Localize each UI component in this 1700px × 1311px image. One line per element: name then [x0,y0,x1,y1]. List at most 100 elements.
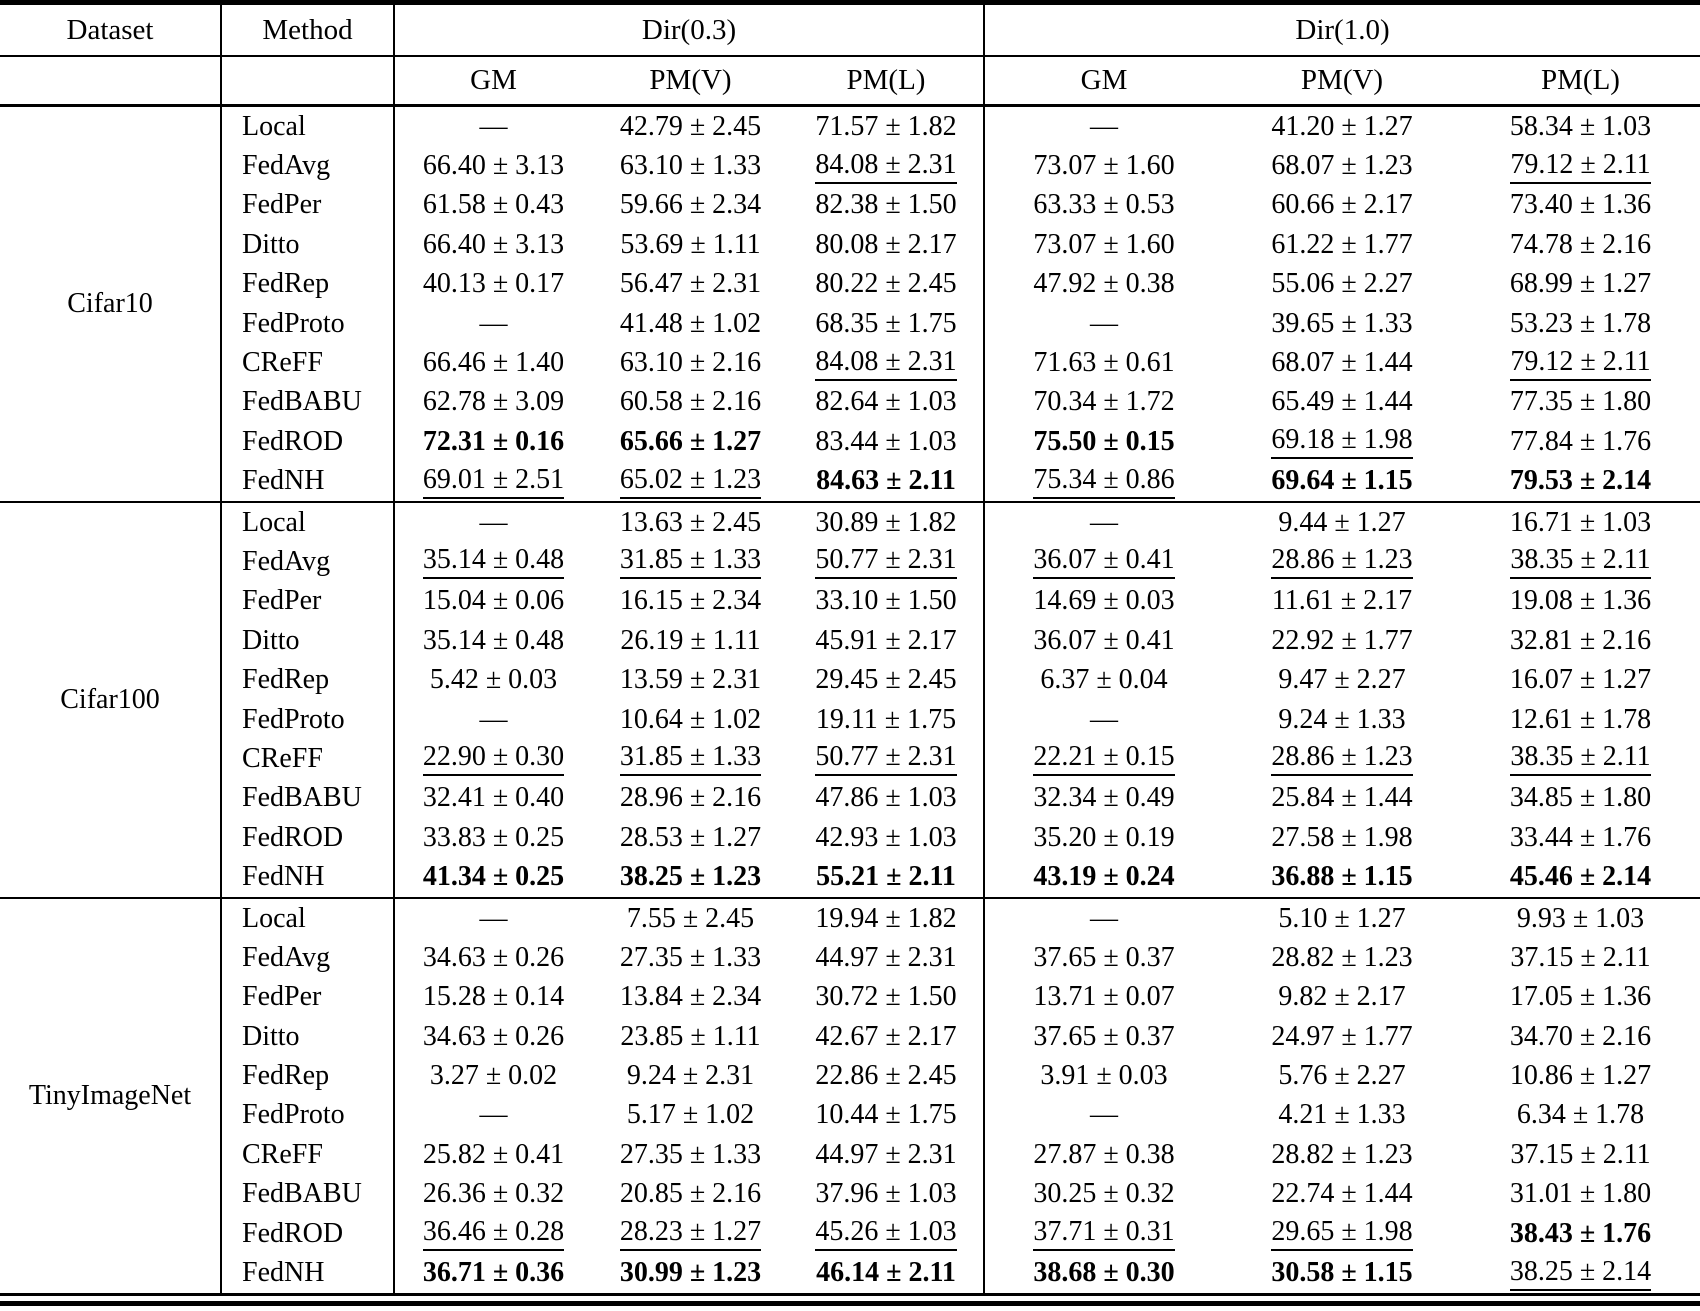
metric-value: 73.40 ± 1.36 [1509,189,1652,221]
metric-value: 25.84 ± 1.44 [1271,782,1413,814]
value-cell: 74.78 ± 2.16 [1461,225,1700,264]
metric-value: 42.79 ± 2.45 [619,110,762,142]
metric-value: 6.37 ± 0.04 [1040,664,1168,696]
metric-value: 13.84 ± 2.34 [619,981,762,1013]
metric-value: 34.70 ± 2.16 [1509,1020,1652,1052]
metric-value: — [1090,703,1118,735]
value-cell: 16.15 ± 2.34 [592,582,789,621]
metric-value: 28.53 ± 1.27 [619,821,762,853]
value-cell: 45.91 ± 2.17 [789,621,985,661]
value-cell: — [985,304,1223,343]
value-cell: 34.63 ± 0.26 [395,938,592,977]
value-cell: 47.86 ± 1.03 [789,778,985,819]
method-label: FedRep [222,264,395,304]
metric-value: 32.41 ± 0.40 [422,782,565,814]
value-cell: 12.61 ± 1.78 [1461,700,1700,739]
value-cell: 4.21 ± 1.33 [1223,1096,1461,1135]
value-cell: 13.63 ± 2.45 [592,503,789,542]
value-cell: 61.22 ± 1.77 [1223,225,1461,264]
value-cell: 38.68 ± 0.30 [985,1253,1223,1292]
metric-value: — [479,703,508,735]
metric-value: — [1090,506,1118,538]
value-cell: 37.65 ± 0.37 [985,1017,1223,1056]
metric-value: 68.07 ± 1.23 [1271,150,1413,182]
col-header-pml-dir10: PM(L) [1541,64,1620,96]
value-cell: 26.19 ± 1.11 [592,621,789,660]
table-header-row-groups: Dataset Method Dir(0.3) Dir(1.0) [0,5,1700,57]
value-cell: 27.35 ± 1.33 [592,1135,789,1174]
value-cell: 15.28 ± 0.14 [395,978,592,1017]
value-cell: — [985,1096,1223,1135]
value-cell: 36.07 ± 0.41 [985,621,1223,660]
value-cell: — [395,700,592,739]
value-cell: 42.79 ± 2.45 [592,107,789,146]
value-cell: 71.63 ± 0.61 [985,343,1223,382]
value-cell: 37.65 ± 0.37 [985,938,1223,977]
metric-value: 82.64 ± 1.03 [815,386,957,418]
metric-value: 27.35 ± 1.33 [619,941,762,973]
metric-value: 75.50 ± 0.15 [1033,425,1175,457]
value-cell: 36.71 ± 0.36 [395,1253,592,1292]
metric-value: 10.86 ± 1.27 [1509,1060,1652,1092]
metric-value: 26.19 ± 1.11 [620,624,761,656]
value-cell: 9.44 ± 1.27 [1223,503,1461,542]
value-cell: 5.17 ± 1.02 [592,1096,789,1135]
value-cell: — [395,899,592,938]
metric-value: 5.10 ± 1.27 [1278,902,1406,934]
value-cell: 17.05 ± 1.36 [1461,978,1700,1017]
value-cell: 26.36 ± 0.32 [395,1175,592,1214]
metric-value: 66.40 ± 3.13 [422,228,565,260]
value-cell: — [395,304,592,343]
value-cell: 3.27 ± 0.02 [395,1056,592,1095]
metric-value: 31.01 ± 1.80 [1509,1178,1652,1210]
metric-value: 73.07 ± 1.60 [1033,150,1175,182]
metric-value: 30.89 ± 1.82 [815,506,957,538]
method-label: Local [222,107,395,147]
metric-value: 15.04 ± 0.06 [422,585,565,617]
metric-value: 38.68 ± 0.30 [1033,1257,1175,1289]
value-cell: 28.82 ± 1.23 [1223,1135,1461,1174]
method-label: FedBABU [222,778,395,819]
value-cell: 44.97 ± 2.31 [789,1135,985,1175]
metric-value: 22.21 ± 0.15 [1033,741,1175,777]
value-cell: 34.70 ± 2.16 [1461,1017,1700,1056]
metric-value: 37.71 ± 0.31 [1033,1216,1175,1252]
metric-value: 41.48 ± 1.02 [619,307,762,339]
metric-value: 33.44 ± 1.76 [1509,821,1652,853]
value-cell: 82.38 ± 1.50 [789,185,985,226]
value-cell: 45.26 ± 1.03 [789,1213,985,1254]
method-label: FedROD [222,818,395,858]
method-label: FedBABU [222,1174,395,1214]
metric-value: 84.08 ± 2.31 [815,149,957,184]
metric-value: 13.63 ± 2.45 [619,506,762,538]
metric-value: 27.58 ± 1.98 [1271,821,1413,853]
method-label: Local [222,898,395,939]
metric-value: 84.08 ± 2.31 [815,346,957,381]
value-cell: 75.50 ± 0.15 [985,422,1223,461]
metric-value: 30.25 ± 0.32 [1033,1178,1175,1210]
metric-value: 20.85 ± 2.16 [619,1178,762,1210]
metric-value: 5.42 ± 0.03 [429,664,558,696]
value-cell: 25.82 ± 0.41 [395,1135,592,1174]
metric-value: 26.36 ± 0.32 [422,1178,565,1210]
metric-value: 69.18 ± 1.98 [1271,424,1413,460]
value-cell: — [985,503,1223,542]
metric-value: 82.38 ± 1.50 [815,189,957,221]
value-cell: 16.07 ± 1.27 [1461,660,1700,699]
metric-value: 17.05 ± 1.36 [1509,981,1652,1013]
table-header-row-metrics: GM PM(V) PM(L) GM PM(V) PM(L) [0,57,1700,107]
method-label: FedPer [222,581,395,622]
value-cell: — [985,700,1223,739]
value-cell: 13.71 ± 0.07 [985,978,1223,1017]
value-cell: 46.14 ± 2.11 [789,1253,985,1293]
value-cell: 65.49 ± 1.44 [1223,383,1461,422]
metric-value: 29.45 ± 2.45 [815,664,957,696]
value-cell: 22.74 ± 1.44 [1223,1175,1461,1214]
value-cell: 22.86 ± 2.45 [789,1056,985,1096]
value-cell: 31.85 ± 1.33 [592,739,789,778]
value-cell: 68.35 ± 1.75 [789,303,985,344]
value-cell: 53.23 ± 1.78 [1461,304,1700,343]
value-cell: 45.46 ± 2.14 [1461,857,1700,896]
value-cell: 55.21 ± 2.11 [789,857,985,897]
metric-value: 9.24 ± 1.33 [1278,703,1406,735]
